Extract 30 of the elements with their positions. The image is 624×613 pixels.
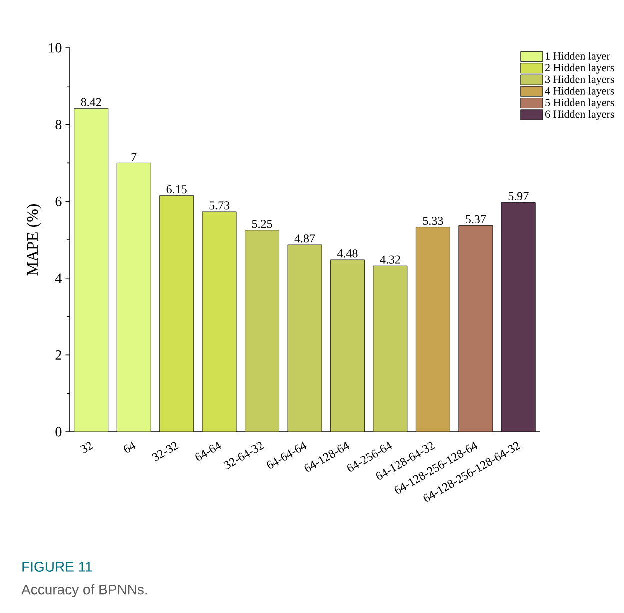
legend-label: 6 Hidden layers <box>546 110 614 120</box>
legend-label: 4 Hidden layers <box>545 87 614 98</box>
caption: FIGURE 11 <box>22 562 92 572</box>
data-label: 4.87 <box>294 234 316 243</box>
data-label: 6.15 <box>166 186 187 194</box>
y-tick-label: 2 <box>56 350 62 360</box>
y-tick-label: 10 <box>49 43 62 53</box>
legend-label: 1 Hidden layer <box>546 52 610 62</box>
y-tick-label: 4 <box>55 274 62 283</box>
y-axis-title: MAPE (%) <box>26 204 42 276</box>
y-tick-label: 8 <box>56 120 62 130</box>
data-label: 5.37 <box>466 215 486 224</box>
data-label: 4.48 <box>337 250 358 258</box>
text: Accuracy of BPNNs. <box>22 584 148 598</box>
legend-label: 3 Hidden layers <box>546 75 614 86</box>
x-tick-label: 64 <box>124 442 136 453</box>
data-label: 7 <box>132 153 137 161</box>
legend-label: 5 Hidden layers <box>546 98 614 109</box>
data-label: 5.97 <box>508 192 529 201</box>
x-tick-label: 64-64 <box>196 442 222 461</box>
data-label: 5.25 <box>252 220 272 228</box>
data-label: 5.33 <box>423 216 444 226</box>
data-label: 5.73 <box>210 202 230 210</box>
x-tick-label: 32 <box>80 442 94 454</box>
data-label: 4.32 <box>380 256 400 264</box>
y-tick-label: 6 <box>56 196 62 206</box>
legend-label: 2 Hidden layers <box>546 64 614 74</box>
y-tick-label: 0 <box>56 427 62 437</box>
data-label: 8.42 <box>81 98 102 106</box>
x-tick-label: 32-32 <box>152 442 179 462</box>
